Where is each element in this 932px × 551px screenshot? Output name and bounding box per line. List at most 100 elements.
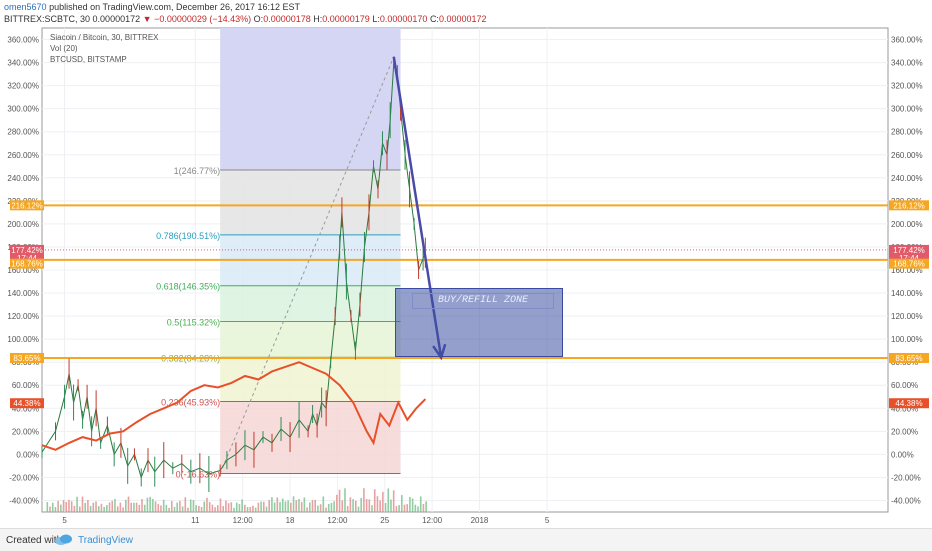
tradingview-brand-link[interactable]: TradingView [78,535,134,546]
volume-bar [68,499,70,512]
y-tick-label-right: 300.00% [891,105,923,114]
price-chart[interactable]: 1(246.77%) 0.786(190.51%) 0.618(146.35%) 0.… [0,0,932,528]
y-tick-label-left: 240.00% [7,174,39,183]
low-value: 0.00000170 [379,14,428,24]
volume-bar [306,507,308,512]
volume-bar [160,505,162,512]
volume-bar [219,498,222,512]
x-tick-label: 11 [191,516,200,525]
volume-bar [46,502,49,512]
volume-bar [287,500,289,512]
volume-bar [173,506,176,512]
fib-level-label: 0.5(115.32%) [167,317,220,327]
y-tick-label-left: 260.00% [7,151,39,160]
volume-bar [222,506,224,512]
volume-bar [249,507,252,512]
volume-bar [138,504,141,512]
volume-bar [373,489,376,512]
volume-bar [268,500,271,512]
volume-bar [238,503,241,512]
volume-bar [398,505,400,512]
y-tick-label-right: 40.00% [891,404,918,413]
price-badge-left [10,200,44,211]
volume-bar [154,501,157,512]
volume-bar [130,502,132,512]
price-badge-left [10,244,44,255]
volume-bar [181,506,184,512]
volume-bar [60,504,62,512]
volume-bar [417,506,419,512]
y-tick-label-right: 100.00% [891,335,923,344]
volume-bar [371,505,373,512]
created-with-text: Created with [6,535,63,546]
author-link[interactable]: omen5670 [4,2,47,12]
x-tick-label: 5 [62,516,67,525]
price-badge-label-right: 177.42% [893,246,925,255]
volume-bar [363,488,365,512]
scbtc-price-series[interactable] [41,62,426,479]
volume-bar [119,502,122,512]
chart-header: omen5670 published on TradingView.com, D… [0,0,932,26]
volume-bar [162,499,165,512]
symbol-name: BITTREX:SCBTC, 30 [4,14,91,24]
y-tick-label-right: 320.00% [891,82,923,91]
volume-bar [116,506,119,512]
volume-bar [311,500,314,512]
volume-bar [365,499,368,512]
volume-bar [333,501,335,512]
fib-zone-top [220,28,401,171]
publish-info: omen5670 published on TradingView.com, D… [4,2,300,12]
legend-symbol: Siacoin / Bitcoin, 30, BITTREX [50,33,159,42]
price-badge-label-right: 17:44 [899,254,920,263]
volume-bar [246,507,249,512]
y-tick-label-left: 160.00% [7,266,39,275]
open-label: O: [253,14,264,24]
volume-bar [265,506,268,512]
legend-btcusd: BTCUSD, BITSTAMP [50,55,127,64]
buy-refill-zone-label: BUY/REFILL ZONE [412,293,554,309]
volume-bar [189,499,192,512]
y-tick-label-left: -20.00% [9,473,39,482]
volume-bar [81,496,84,512]
y-tick-label-right: 200.00% [891,220,923,229]
footer-bar: Created with TradingView [0,528,932,551]
published-text: published on TradingView.com, December 2… [49,2,301,12]
volume-bar [303,497,306,512]
volume-bar [281,498,284,512]
x-tick-label: 2018 [471,516,489,525]
volume-bar [276,497,279,512]
volume-bar [325,507,327,512]
volume-bar [168,507,170,512]
y-tick-label-left: 140.00% [7,289,39,298]
price-badge-right [889,252,929,263]
price-badge-right [889,258,929,269]
volume-bar [62,500,65,512]
volume-bar [390,499,392,512]
volume-bar [254,507,257,512]
buy-refill-zone: BUY/REFILL ZONE [395,288,563,357]
volume-bar [100,503,103,512]
fib-level-label: 0.236(45.93%) [161,397,220,407]
volume-bar [127,496,130,512]
volume-bar [51,502,54,512]
volume-bar [409,496,411,512]
volume-bar [170,500,173,512]
volume-bar [76,496,78,512]
price-badge-label-left: 177.42% [11,246,43,255]
volume-bar [336,494,338,512]
y-tick-label-left: 360.00% [7,36,39,45]
fib-level-label: 0.618(146.35%) [156,282,220,292]
volume-bar [387,488,390,512]
btcusd-series[interactable] [41,361,427,451]
y-tick-label-right: 120.00% [891,312,923,321]
price-badge-right [889,200,929,211]
close-label: C: [429,14,439,24]
y-tick-label-left: 320.00% [7,82,39,91]
y-tick-label-right: 60.00% [891,381,918,390]
volume-bar [141,499,143,512]
volume-bar [57,500,59,512]
fib-zone [220,285,401,322]
price-badge-right [889,244,929,255]
legend-volume: Vol (20) [50,44,78,53]
volume-bar [84,502,86,512]
